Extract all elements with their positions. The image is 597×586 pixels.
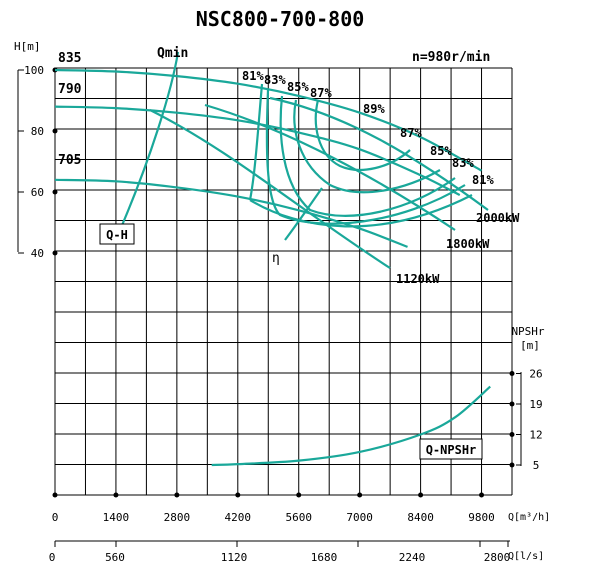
efficiency-label: 81% (242, 69, 264, 83)
npsh-axis-dot (509, 401, 515, 407)
efficiency-power-curve (248, 83, 473, 228)
x-axis-dot (174, 492, 180, 498)
x-ls-tick-label: 0 (49, 551, 56, 564)
npsh-axis-dot (509, 432, 515, 437)
head-axis-tick-label: 60 (31, 186, 44, 199)
npsh-axis-dot (509, 371, 515, 376)
power-label: 1800kW (446, 237, 490, 251)
chart-axes: H[m] 40 60 80 100 NPSHr[m] 5 12 19 26 0 1400 2800 420… (14, 40, 550, 564)
series-q-npshr-curve (211, 385, 491, 467)
x-axis-dot (52, 492, 58, 498)
x-ls-unit: Q[l/s] (508, 551, 544, 562)
series-835-curve (54, 68, 483, 172)
chart-grid (54, 67, 513, 496)
npsh-axis-dot (509, 462, 515, 468)
efficiency-power-curve (118, 51, 180, 231)
efficiency-label: 87% (310, 86, 332, 100)
head-axis-unit: H[m] (14, 40, 41, 53)
x-axis-dot (479, 492, 485, 498)
efficiency-power-curve (204, 103, 456, 231)
npsh-axis-tick-label: 12 (529, 429, 542, 442)
head-axis-dot (52, 250, 58, 256)
efficiency-label: 85% (430, 144, 452, 158)
qmin-label: Qmin (157, 46, 188, 61)
x-ls-tick-label: 2800 (484, 551, 511, 564)
impeller-diameter-label: 835 (58, 51, 81, 66)
efficiency-label: 85% (287, 80, 309, 94)
eta-label: η (272, 251, 280, 266)
x-m3h-unit: Q[m³/h] (508, 512, 550, 523)
head-axis-tick-label: 80 (31, 125, 44, 138)
npsh-label-box (419, 438, 483, 460)
efficiency-label: 87% (400, 126, 422, 140)
efficiency-label: 81% (472, 173, 494, 187)
head-axis-tick-label: 100 (24, 64, 44, 77)
x-axis-dot (418, 492, 424, 498)
x-m3h-tick-label: 2800 (164, 511, 191, 524)
npsh-label: Q-NPSHr (426, 443, 477, 457)
efficiency-label: 83% (452, 156, 474, 170)
head-axis-dot (52, 189, 58, 195)
npsh-axis-tick-label: 19 (529, 398, 542, 411)
efficiency-power-curve (149, 109, 391, 269)
chart-title: NSC800-700-800 (196, 7, 365, 31)
npsh-axis-unit-top: NPSHr (511, 325, 544, 338)
x-m3h-tick-label: 7000 (346, 511, 373, 524)
npsh-axis-unit-bottom: [m] (520, 339, 540, 352)
x-ls-tick-label: 2240 (399, 551, 426, 564)
x-m3h-tick-label: 9800 (468, 511, 495, 524)
x-ls-tick-label: 1120 (221, 551, 248, 564)
head-axis-tick-label: 40 (31, 247, 44, 260)
x-axis-dot (235, 492, 241, 498)
power-label: 2000kW (476, 211, 520, 225)
x-axis-dot (296, 492, 302, 498)
impeller-diameter-label: 790 (58, 82, 82, 97)
efficiency-power-curve (269, 96, 489, 211)
efficiency-label: 89% (363, 102, 385, 116)
npsh-axis-tick-label: 5 (533, 459, 540, 472)
x-m3h-tick-label: 0 (52, 511, 59, 524)
x-m3h-tick-label: 8400 (407, 511, 434, 524)
qh-label-box (99, 223, 135, 245)
head-axis-dot (52, 128, 58, 134)
efficiency-power-curve (284, 187, 323, 241)
efficiency-power-curve (293, 99, 441, 194)
power-label: 1120kW (396, 272, 440, 286)
x-m3h-tick-label: 1400 (103, 511, 130, 524)
chart-curves (54, 51, 491, 467)
x-ls-tick-label: 560 (105, 551, 125, 564)
impeller-diameter-label: 705 (58, 153, 81, 168)
npsh-axis-tick-label: 26 (529, 368, 542, 381)
x-axis-dot (113, 492, 119, 498)
efficiency-power-curve (314, 99, 411, 171)
series-705-curve (54, 178, 408, 248)
x-m3h-tick-label: 5600 (285, 511, 312, 524)
qh-label: Q-H (106, 228, 128, 242)
speed-label: n=980r/min (412, 50, 490, 65)
x-axis-dot (357, 492, 363, 498)
x-ls-tick-label: 1680 (311, 551, 338, 564)
x-m3h-tick-label: 4200 (225, 511, 252, 524)
efficiency-label: 83% (264, 73, 286, 87)
series-790-curve (54, 105, 461, 197)
